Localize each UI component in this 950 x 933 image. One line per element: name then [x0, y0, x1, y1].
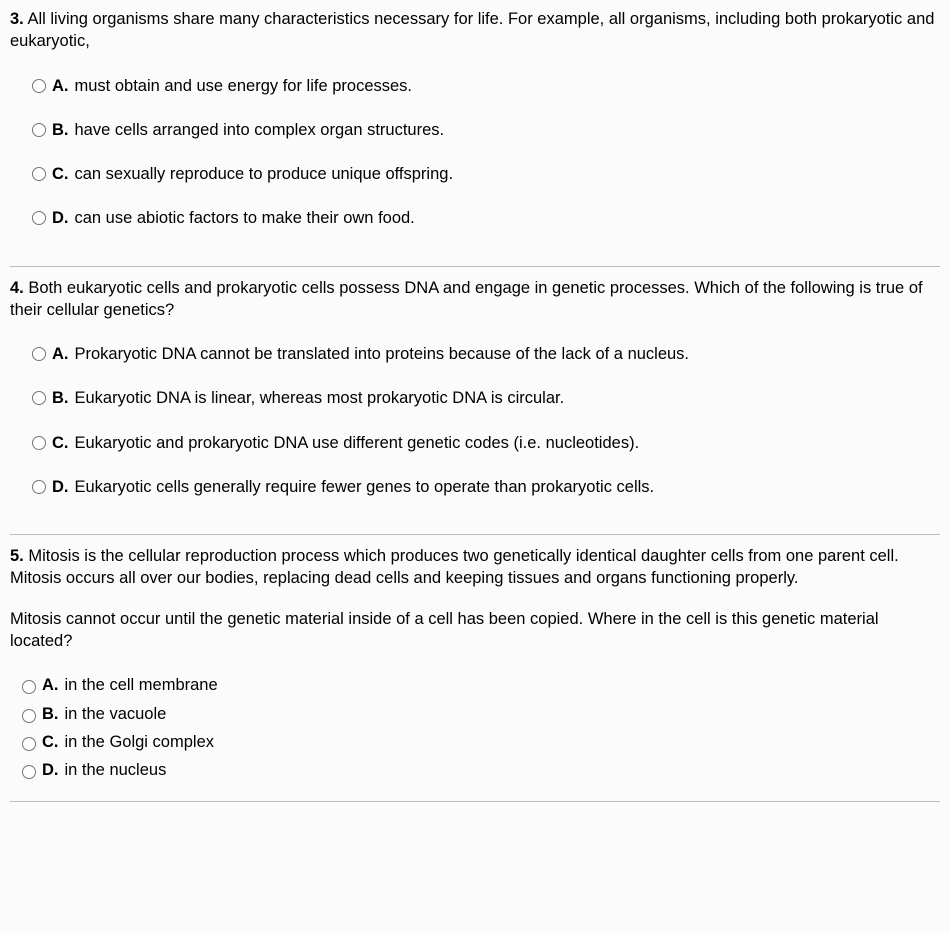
option-row[interactable]: B. have cells arranged into complex orga… [32, 119, 940, 141]
option-radio[interactable] [32, 391, 46, 405]
option-row[interactable]: C. can sexually reproduce to produce uni… [32, 163, 940, 185]
option-text: in the vacuole [65, 703, 167, 725]
question-prompt: 4. Both eukaryotic cells and prokaryotic… [10, 277, 940, 322]
question-text: All living organisms share many characte… [10, 10, 934, 50]
option-row[interactable]: A. in the cell membrane [22, 674, 940, 696]
option-letter: C. [52, 432, 69, 454]
options-list: A. must obtain and use energy for life p… [10, 75, 940, 230]
option-text: in the nucleus [65, 759, 167, 781]
option-radio[interactable] [32, 347, 46, 361]
option-radio[interactable] [22, 737, 36, 751]
option-letter: D. [42, 759, 59, 781]
option-letter: B. [42, 703, 59, 725]
question-number: 5. [10, 547, 24, 565]
option-radio[interactable] [32, 79, 46, 93]
option-letter: A. [52, 343, 69, 365]
option-text: in the Golgi complex [65, 731, 215, 753]
question-text: Mitosis is the cellular reproduction pro… [10, 547, 899, 587]
option-text: Eukaryotic DNA is linear, whereas most p… [75, 387, 565, 409]
option-row[interactable]: D. Eukaryotic cells generally require fe… [32, 476, 940, 498]
option-text: have cells arranged into complex organ s… [75, 119, 445, 141]
question-prompt: 3. All living organisms share many chara… [10, 8, 940, 53]
question-number: 4. [10, 279, 24, 297]
option-text: Prokaryotic DNA cannot be translated int… [75, 343, 690, 365]
question-number: 3. [10, 10, 24, 28]
option-row[interactable]: C. Eukaryotic and prokaryotic DNA use di… [32, 432, 940, 454]
option-row[interactable]: C. in the Golgi complex [22, 731, 940, 753]
option-radio[interactable] [32, 211, 46, 225]
option-letter: A. [52, 75, 69, 97]
option-letter: A. [42, 674, 59, 696]
option-letter: D. [52, 207, 69, 229]
question-block: 5. Mitosis is the cellular reproduction … [10, 545, 940, 802]
option-radio[interactable] [22, 680, 36, 694]
option-text: must obtain and use energy for life proc… [75, 75, 413, 97]
option-radio[interactable] [32, 167, 46, 181]
options-list: A. Prokaryotic DNA cannot be translated … [10, 343, 940, 498]
option-text: can use abiotic factors to make their ow… [75, 207, 415, 229]
question-prompt: 5. Mitosis is the cellular reproduction … [10, 545, 940, 652]
question-block: 3. All living organisms share many chara… [10, 8, 940, 267]
option-text: Eukaryotic and prokaryotic DNA use diffe… [75, 432, 640, 454]
option-row[interactable]: B. Eukaryotic DNA is linear, whereas mos… [32, 387, 940, 409]
option-radio[interactable] [22, 709, 36, 723]
option-radio[interactable] [22, 765, 36, 779]
option-text: Eukaryotic cells generally require fewer… [75, 476, 655, 498]
option-text: in the cell membrane [65, 674, 218, 696]
options-list: A. in the cell membrane B. in the vacuol… [10, 674, 940, 781]
option-letter: B. [52, 119, 69, 141]
option-letter: B. [52, 387, 69, 409]
question-block: 4. Both eukaryotic cells and prokaryotic… [10, 277, 940, 536]
option-letter: D. [52, 476, 69, 498]
option-radio[interactable] [32, 123, 46, 137]
option-row[interactable]: D. in the nucleus [22, 759, 940, 781]
option-letter: C. [42, 731, 59, 753]
option-text: can sexually reproduce to produce unique… [75, 163, 454, 185]
question-text: Both eukaryotic cells and prokaryotic ce… [10, 279, 923, 319]
option-radio[interactable] [32, 480, 46, 494]
option-radio[interactable] [32, 436, 46, 450]
option-row[interactable]: B. in the vacuole [22, 703, 940, 725]
option-row[interactable]: A. Prokaryotic DNA cannot be translated … [32, 343, 940, 365]
question-text: Mitosis cannot occur until the genetic m… [10, 608, 940, 653]
option-row[interactable]: D. can use abiotic factors to make their… [32, 207, 940, 229]
option-row[interactable]: A. must obtain and use energy for life p… [32, 75, 940, 97]
option-letter: C. [52, 163, 69, 185]
